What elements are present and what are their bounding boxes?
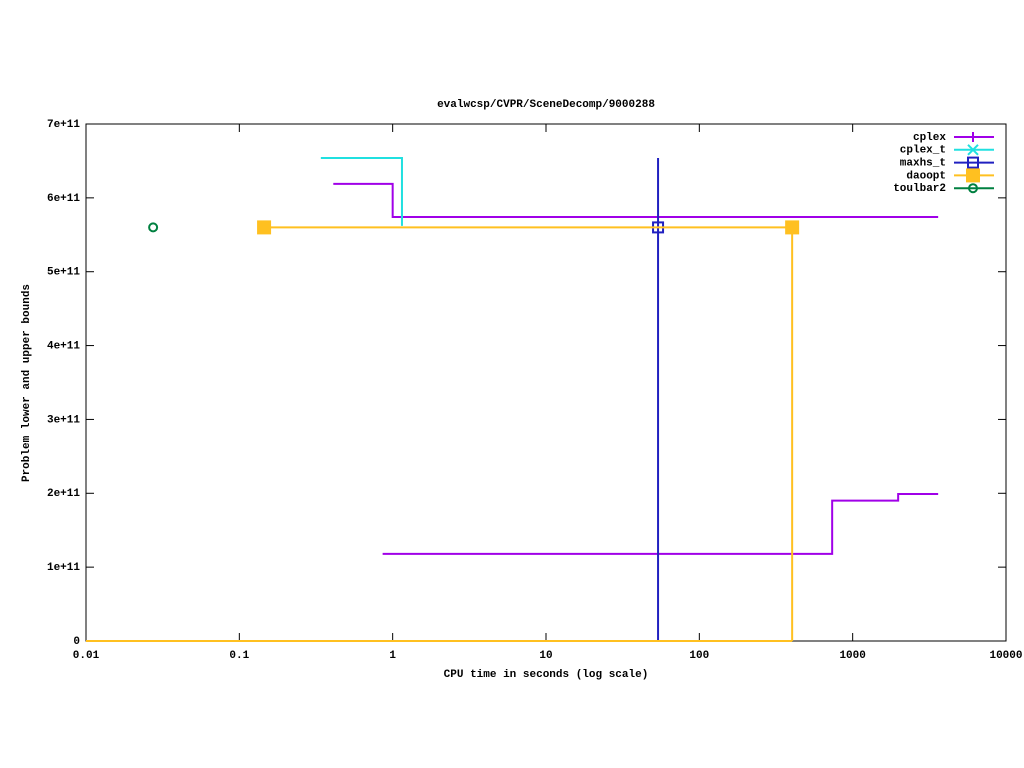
x-tick-label: 10 <box>539 650 552 662</box>
chart-title: evalwcsp/CVPR/SceneDecomp/9000288 <box>437 99 655 111</box>
legend-label: cplex <box>913 132 946 144</box>
x-tick-label: 1000 <box>839 650 865 662</box>
y-tick-label: 3e+11 <box>47 414 80 426</box>
legend-marker <box>966 168 980 183</box>
legend-marker <box>967 156 979 169</box>
marker <box>257 220 272 235</box>
series-line <box>333 182 939 219</box>
legend-label: daoopt <box>906 170 946 182</box>
marker <box>785 220 800 235</box>
legend-marker <box>968 183 978 194</box>
legend-marker <box>968 132 978 142</box>
legend-label: cplex_t <box>900 145 946 157</box>
x-tick-label: 0.1 <box>229 650 249 662</box>
y-tick-label: 5e+11 <box>47 267 80 279</box>
x-tick-label: 100 <box>689 650 709 662</box>
x-tick-label: 10000 <box>989 650 1022 662</box>
y-tick-label: 2e+11 <box>47 488 80 500</box>
series-line <box>320 156 403 226</box>
y-tick-label: 4e+11 <box>47 340 80 352</box>
y-tick-label: 1e+11 <box>47 562 80 574</box>
marker <box>148 222 159 233</box>
y-tick-label: 0 <box>73 636 80 648</box>
x-tick-label: 1 <box>389 650 396 662</box>
legend-label: toulbar2 <box>893 183 946 195</box>
y-tick-label: 7e+11 <box>47 119 80 131</box>
series-line <box>382 493 939 555</box>
legend-marker <box>967 144 979 156</box>
y-tick-label: 6e+11 <box>47 193 80 205</box>
x-tick-label: 0.01 <box>73 650 100 662</box>
x-axis-label: CPU time in seconds (log scale) <box>444 669 649 681</box>
legend-label: maxhs_t <box>900 158 946 170</box>
y-axis-label: Problem lower and upper bounds <box>21 284 33 482</box>
